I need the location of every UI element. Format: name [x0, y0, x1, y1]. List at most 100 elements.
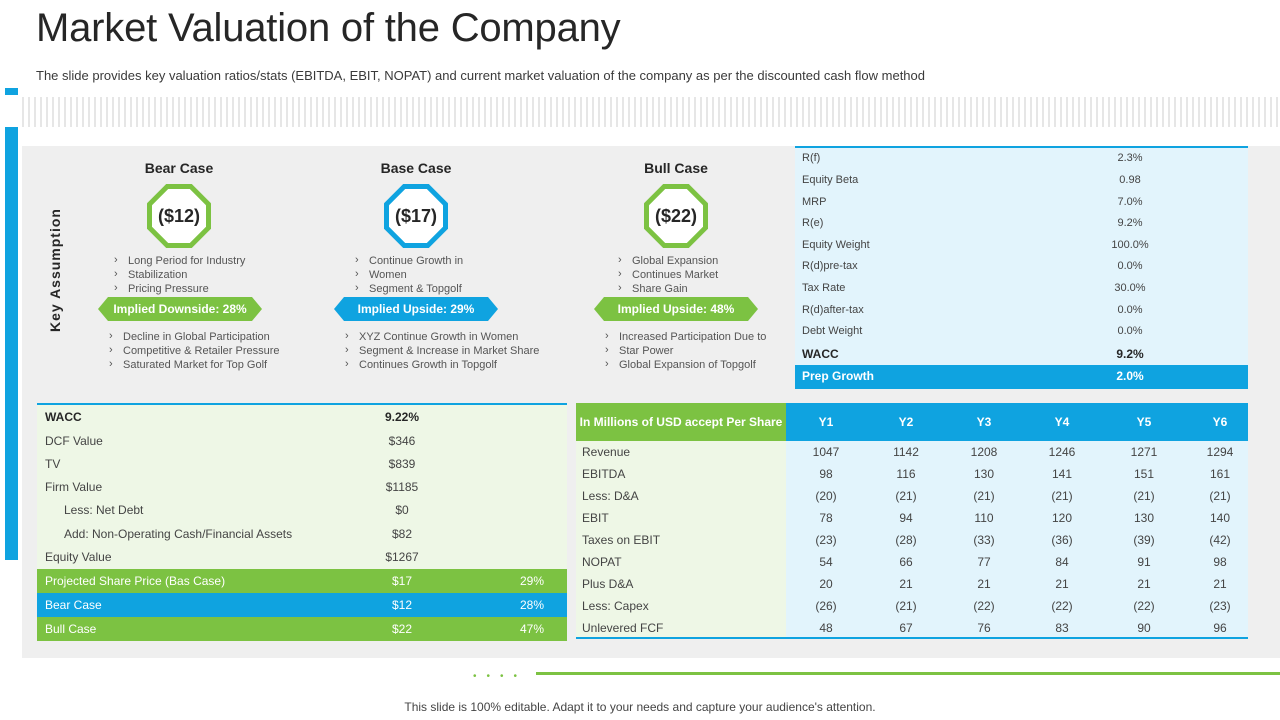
table-cell: 21: [1137, 577, 1151, 591]
table-cell: (22): [973, 599, 995, 613]
table-row: EBITDA 98 116 130 141 151 161: [576, 463, 1248, 485]
row-label: EBITDA: [582, 467, 626, 481]
table-cell: 21: [1213, 577, 1227, 591]
bear-case-bottom-bullets: Decline in Global Participation Competit…: [109, 329, 309, 372]
base-case-top-bullets: Continue Growth in Women Segment & Topgo…: [355, 253, 505, 296]
table-row: MRP 7.0%: [802, 196, 1143, 208]
year-header: Y4: [1054, 415, 1070, 429]
table-cell: 161: [1209, 467, 1231, 481]
list-item: Women: [355, 267, 505, 282]
row-label: EBIT: [582, 511, 609, 525]
financials-header: In Millions of USD accept Per Share: [576, 403, 786, 441]
stripe-divider: [22, 97, 1280, 127]
list-item: Pricing Pressure: [114, 281, 304, 296]
year-header: Y5: [1136, 415, 1152, 429]
list-item: Decline in Global Participation: [109, 329, 309, 344]
table-cell: 21: [1055, 577, 1069, 591]
table-row: Firm Value $1185: [45, 480, 419, 494]
year-header: Y6: [1212, 415, 1228, 429]
table-cell: (21): [895, 489, 917, 503]
row-label: Unlevered FCF: [582, 621, 664, 635]
table-row: Plus D&A 20 21 21 21 21 21: [576, 573, 1248, 595]
case-value-octagon: ($12): [147, 184, 211, 248]
table-cell: 130: [1133, 511, 1155, 525]
page-title: Market Valuation of the Company: [36, 6, 621, 50]
table-cell: 96: [1213, 621, 1227, 635]
case-title: Bull Case: [644, 160, 708, 176]
table-cell: 54: [819, 555, 833, 569]
base-case-bottom-bullets: XYZ Continue Growth in Women Segment & I…: [345, 329, 565, 372]
table-cell: 94: [899, 511, 913, 525]
table-cell: 1208: [970, 445, 998, 459]
table-cell: 84: [1055, 555, 1069, 569]
list-item: Share Gain: [618, 281, 768, 296]
table-cell: 1271: [1130, 445, 1158, 459]
table-row: Equity Value $1267: [45, 550, 419, 564]
table-cell: (20): [815, 489, 837, 503]
list-item: XYZ Continue Growth in Women: [345, 329, 565, 344]
list-item: Star Power: [605, 343, 785, 358]
table-row: WACC 9.22%: [45, 410, 420, 424]
list-item: Competitive & Retailer Pressure: [109, 343, 309, 358]
case-value: ($22): [649, 189, 703, 243]
table-row-bear-case: Bear Case $12 28%: [37, 593, 567, 617]
table-cell: 116: [896, 467, 916, 481]
table-row-highlight: Prep Growth 2.0%: [795, 365, 1248, 389]
accent-mark: [5, 88, 18, 95]
year-header: Y1: [818, 415, 834, 429]
table-cell: 1047: [812, 445, 840, 459]
table-cell: 120: [1051, 511, 1073, 525]
table-row: Equity Weight 100.0%: [802, 239, 1149, 251]
table-cell: (28): [895, 533, 917, 547]
table-row: R(e) 9.2%: [802, 217, 1143, 229]
table-cell: 151: [1133, 467, 1155, 481]
table-cell: 91: [1137, 555, 1151, 569]
dcf-valuation-table: WACC 9.22% DCF Value $346 TV $839 Firm Valu…: [37, 403, 567, 641]
table-cell: (23): [815, 533, 837, 547]
bear-case-banner: Implied Downside: 28%: [98, 297, 262, 321]
row-label: Less: D&A: [582, 489, 639, 503]
table-row: Add: Non-Operating Cash/Financial Assets…: [64, 527, 413, 541]
table-row: Taxes on EBIT (23) (28) (33) (36) (39) (42): [576, 529, 1248, 551]
decorative-dots: ••••: [473, 671, 528, 682]
table-row: Tax Rate 30.0%: [802, 282, 1146, 294]
case-value-octagon: ($22): [644, 184, 708, 248]
list-item: Long Period for Industry: [114, 253, 304, 268]
table-cell: (42): [1209, 533, 1231, 547]
table-cell: 66: [899, 555, 913, 569]
table-cell: (22): [1051, 599, 1073, 613]
table-row: Less: Capex (26) (21) (22) (22) (22) (23): [576, 595, 1248, 617]
table-cell: 98: [1213, 555, 1227, 569]
assumptions-table: R(f) 2.3% Equity Beta 0.98 MRP 7.0% R(e) 9.2…: [795, 146, 1248, 389]
bull-case-bottom-bullets: Increased Participation Due to Star Powe…: [605, 329, 785, 372]
list-item: Saturated Market for Top Golf: [109, 357, 309, 372]
bull-case-banner: Implied Upside: 48%: [594, 297, 758, 321]
table-cell: 98: [819, 467, 833, 481]
table-cell: (23): [1209, 599, 1231, 613]
table-cell: (22): [1133, 599, 1155, 613]
year-header: Y3: [976, 415, 992, 429]
bear-case-top-bullets: Long Period for Industry Stabilization P…: [114, 253, 304, 296]
list-item: Global Expansion: [618, 253, 768, 268]
table-cell: 76: [977, 621, 991, 635]
table-cell: 141: [1051, 467, 1073, 481]
footer-note: This slide is 100% editable. Adapt it to…: [404, 700, 876, 714]
table-row: TV $839: [45, 457, 416, 471]
table-cell: 78: [819, 511, 833, 525]
row-label: NOPAT: [582, 555, 622, 569]
table-row: Debt Weight 0.0%: [802, 325, 1143, 337]
table-cell: (36): [1051, 533, 1073, 547]
table-row: R(d)pre-tax 0.0%: [802, 260, 1143, 272]
table-cell: 48: [819, 621, 833, 635]
table-cell: 67: [899, 621, 913, 635]
bull-case-top-bullets: Global Expansion Continues Market Share …: [618, 253, 768, 296]
list-item: Stabilization: [114, 267, 304, 282]
row-label: Plus D&A: [582, 577, 634, 591]
financials-table: In Millions of USD accept Per Share Y1 Y…: [576, 403, 1248, 639]
table-cell: 1294: [1206, 445, 1234, 459]
table-cell: 130: [973, 467, 995, 481]
table-row: WACC 9.2%: [802, 347, 1144, 361]
table-cell: (21): [973, 489, 995, 503]
table-row: R(d)after-tax 0.0%: [802, 304, 1143, 316]
table-row: DCF Value $346: [45, 434, 416, 448]
